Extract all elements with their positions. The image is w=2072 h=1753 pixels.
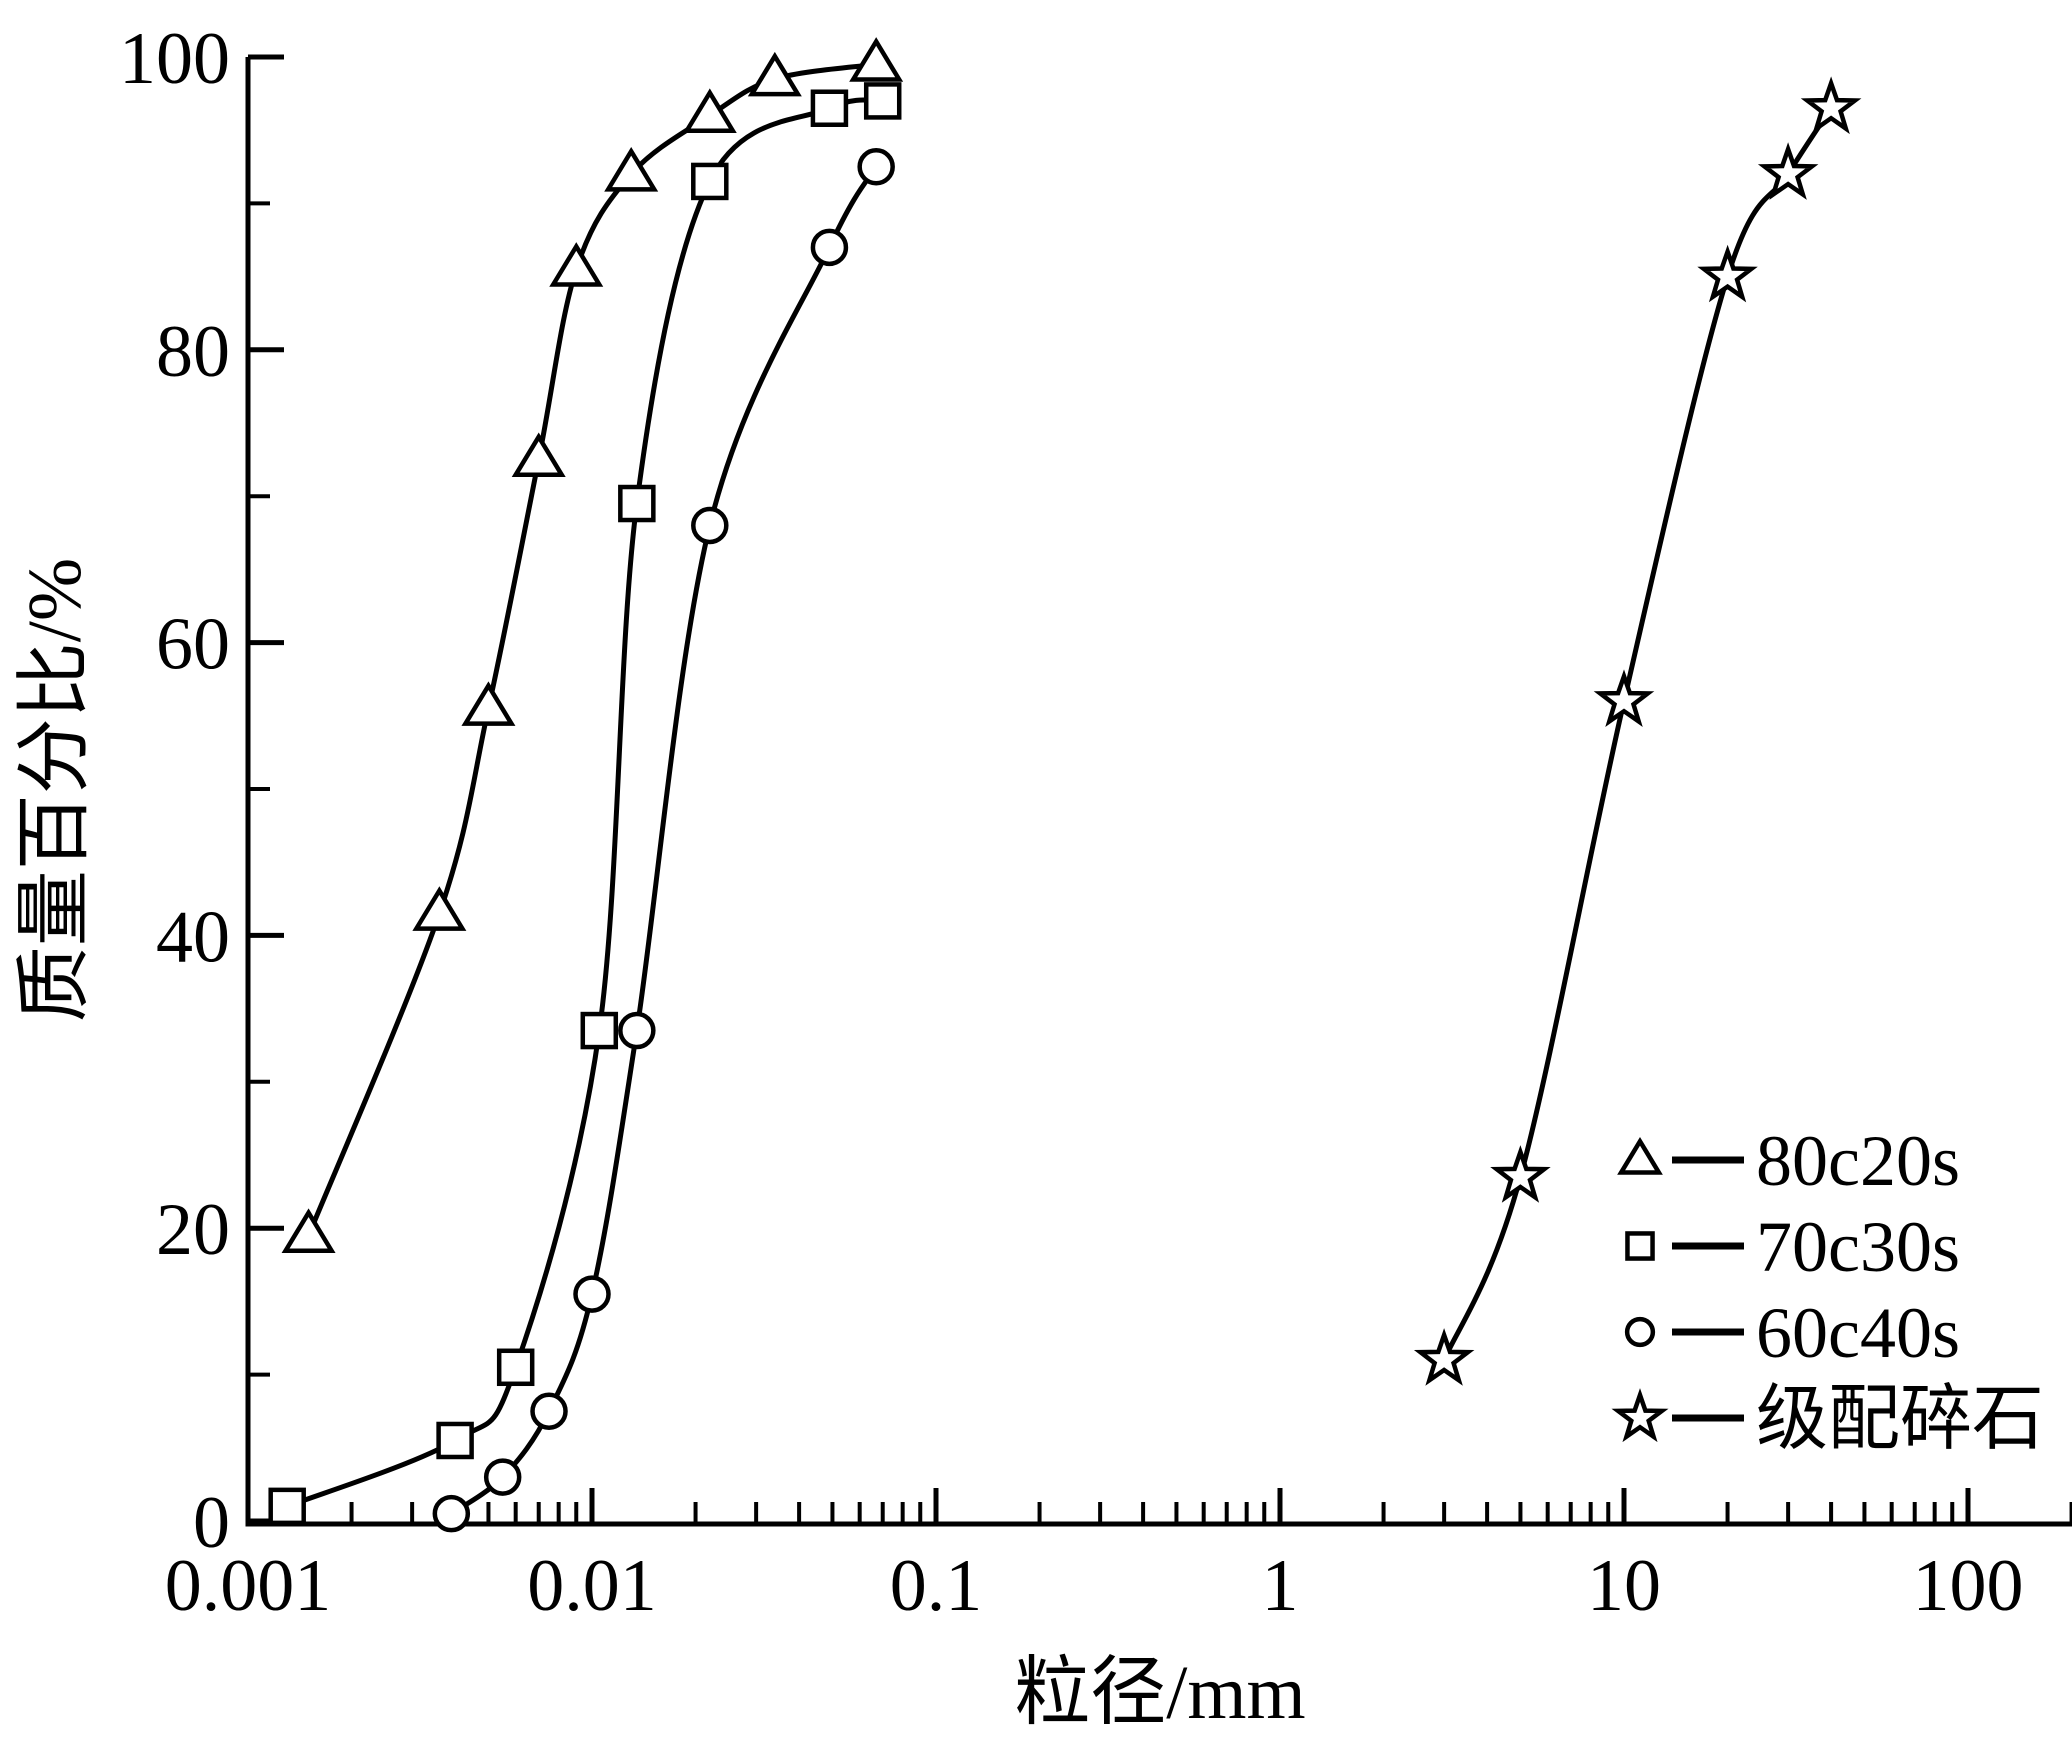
y-tick-label: 100: [119, 18, 230, 100]
triangle-marker: [604, 146, 659, 192]
legend-label: 80c20s: [1756, 1121, 1960, 1201]
square-marker: [863, 82, 902, 120]
triangle-marker: [682, 88, 737, 134]
square-marker: [268, 1487, 306, 1526]
x-tick-label: 10: [1587, 1545, 1661, 1627]
y-tick-label: 0: [193, 1482, 230, 1564]
x-tick-label: 0.1: [890, 1545, 983, 1627]
legend-item-70c30s: 70c30s: [1625, 1207, 1960, 1287]
circle-marker: [810, 228, 849, 267]
series-line-square: [286, 97, 884, 1509]
square-marker: [618, 484, 656, 523]
y-tick-label: 20: [156, 1189, 230, 1271]
circle-marker: [618, 1011, 656, 1050]
legend-label: 70c30s: [1756, 1207, 1960, 1287]
y-tick-label: 40: [156, 896, 230, 978]
square-marker: [580, 1011, 619, 1050]
y-axis-label: 质量百分比/%: [13, 558, 97, 1022]
star-marker: [1593, 669, 1655, 727]
square-marker-legend: [1625, 1231, 1655, 1261]
triangle-marker: [461, 681, 516, 726]
star-marker: [1697, 244, 1758, 303]
x-tick-label: 100: [1913, 1545, 2024, 1627]
legend-label: 60c40s: [1756, 1293, 1960, 1373]
circle-marker: [691, 506, 729, 545]
axes: 0 20 40 60 80 100 0.001 0.01 0.1 1 10 100: [119, 18, 2072, 1627]
triangle-marker-legend: [1617, 1136, 1663, 1175]
circle-marker: [432, 1494, 471, 1533]
square-marker: [810, 89, 849, 127]
series-line-circle: [449, 165, 879, 1516]
circle-marker: [530, 1392, 568, 1430]
legend-item-80c20s: 80c20s: [1617, 1121, 1960, 1201]
star-marker: [1800, 76, 1862, 135]
circle-marker: [483, 1458, 522, 1496]
x-axis-label: 粒径/mm: [1014, 1651, 1305, 1735]
x-tick-label: 1: [1262, 1545, 1299, 1627]
triangle-marker: [511, 432, 566, 478]
square-marker: [436, 1421, 474, 1460]
legend-item-级配碎石: 级配碎石: [1611, 1379, 2044, 1459]
legend-label: 级配碎石: [1756, 1379, 2044, 1459]
star-marker-legend: [1611, 1388, 1669, 1443]
star-marker: [1757, 142, 1819, 200]
star-marker: [1490, 1145, 1551, 1203]
circle-marker: [573, 1275, 611, 1313]
triangle-marker: [849, 37, 904, 82]
legend-item-60c40s: 60c40s: [1624, 1293, 1960, 1373]
circle-marker: [857, 148, 895, 186]
square-marker: [496, 1348, 535, 1387]
square-marker: [691, 162, 729, 201]
triangle-marker: [549, 242, 604, 287]
x-tick-label: 0.001: [165, 1545, 332, 1627]
y-tick-label: 80: [156, 311, 230, 393]
y-tick-label: 60: [156, 604, 230, 686]
triangle-marker: [412, 886, 467, 931]
x-tick-label: 0.01: [527, 1545, 657, 1627]
data-series: [268, 37, 1862, 1533]
star-marker: [1413, 1328, 1475, 1386]
triangle-marker: [747, 51, 802, 97]
triangle-marker: [281, 1208, 336, 1253]
circle-marker-legend: [1624, 1316, 1656, 1348]
